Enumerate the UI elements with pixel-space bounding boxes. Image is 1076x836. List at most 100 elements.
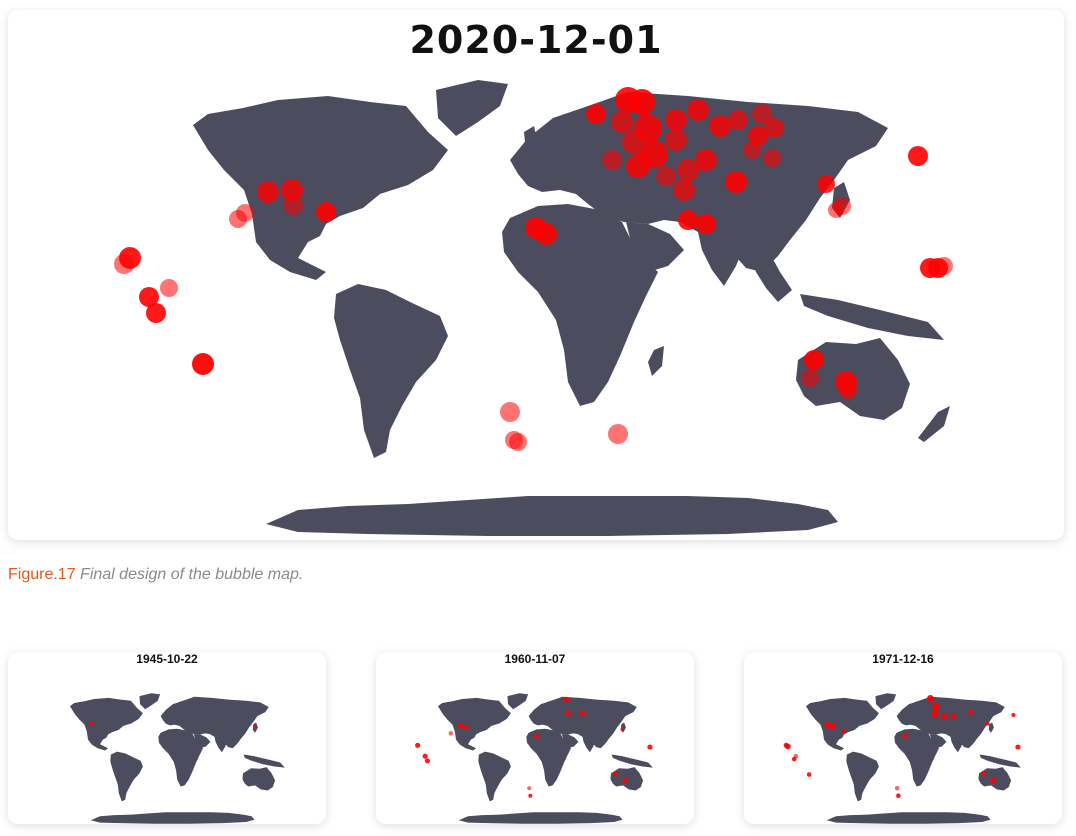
bubble [752, 104, 772, 124]
bubble [908, 146, 928, 166]
bubble [981, 770, 987, 776]
indonesia [800, 294, 944, 340]
bubble [804, 350, 824, 370]
new-zealand [918, 406, 950, 442]
bubble [725, 171, 747, 193]
bubble [415, 742, 421, 748]
bubble [146, 303, 166, 323]
bubble [696, 214, 716, 234]
thumbnail-1960: 1960-11-07 [376, 652, 694, 824]
bubble [500, 402, 520, 422]
bubble [687, 99, 709, 121]
bubble [424, 758, 430, 764]
bubble [611, 111, 633, 133]
bubble [509, 433, 527, 451]
bubble [535, 223, 557, 245]
world-map [114, 80, 953, 536]
bubble [620, 727, 625, 732]
bubble [828, 202, 844, 218]
bubble [665, 129, 687, 151]
bubble [902, 733, 908, 739]
antarctica [266, 496, 838, 536]
british-isles [524, 126, 538, 152]
bubble [192, 353, 214, 375]
bubble [1015, 744, 1021, 750]
bubble [647, 744, 653, 750]
greenland [436, 80, 508, 136]
bubble [985, 721, 990, 726]
bubble [527, 786, 532, 791]
bubble [119, 247, 141, 269]
bubble [283, 195, 303, 215]
bubble [629, 89, 655, 115]
eurasia [510, 92, 888, 272]
bubble [989, 777, 996, 784]
bubble [579, 710, 586, 716]
bubble [602, 150, 622, 170]
figure-label: Figure.17 [8, 566, 76, 583]
bubble [316, 202, 336, 222]
bubbles [114, 87, 953, 451]
south-america [334, 284, 448, 458]
bubble [940, 713, 948, 720]
bubble [613, 771, 618, 776]
bubble [896, 793, 901, 798]
bubble [824, 721, 832, 729]
bubble [139, 287, 159, 307]
bubble [926, 694, 934, 702]
bubble [528, 793, 533, 798]
bubble [89, 721, 94, 726]
bubble [841, 728, 847, 734]
africa [502, 204, 658, 406]
bubble [894, 785, 900, 791]
bubble [931, 710, 939, 718]
bubble [839, 381, 857, 399]
bubble [534, 733, 540, 739]
bubble [935, 257, 953, 275]
bubble [608, 424, 628, 444]
bubble [709, 115, 731, 137]
southeast-asia [746, 242, 792, 302]
madagascar [648, 346, 664, 376]
bubble [457, 723, 464, 729]
bubble [586, 104, 606, 124]
bubble [626, 154, 650, 178]
bubble [673, 179, 695, 201]
bubble [448, 731, 454, 736]
thumbnail-title: 1960-11-07 [504, 652, 566, 666]
bubble [801, 369, 819, 387]
bubble [563, 696, 570, 703]
thumbnail-1945: 1945-10-22 [8, 652, 326, 824]
thumbnail-title: 1971-12-16 [872, 652, 934, 666]
bubble [422, 753, 428, 759]
bubble [160, 279, 178, 297]
thumbnail-map [415, 693, 653, 824]
north-america [193, 96, 448, 280]
bubble [565, 710, 571, 717]
bubble [678, 210, 698, 230]
bubble [656, 166, 676, 186]
bubble [817, 175, 835, 193]
bubble [728, 110, 748, 130]
thumbnail-1971: 1971-12-16 [744, 652, 1062, 824]
bubble [791, 756, 797, 762]
main-map-card: 2020-12-01 [8, 10, 1064, 540]
thumbnail-title: 1945-10-22 [136, 652, 198, 666]
bubble [677, 159, 699, 181]
india [698, 232, 746, 286]
bubble [748, 126, 768, 146]
figure-caption: Figure.17 Final design of the bubble map… [8, 566, 303, 584]
bubble [950, 713, 957, 720]
bubble [622, 130, 646, 154]
bubble [253, 724, 257, 728]
bubble [695, 149, 717, 171]
figure-text: Final design of the bubble map. [80, 566, 304, 583]
bubble [830, 723, 836, 730]
bubble [743, 141, 761, 159]
bubble [806, 772, 812, 777]
bubble [257, 181, 279, 203]
bubble [1011, 713, 1016, 718]
bubble [463, 725, 469, 731]
continents [193, 80, 950, 536]
bubble [763, 149, 781, 167]
